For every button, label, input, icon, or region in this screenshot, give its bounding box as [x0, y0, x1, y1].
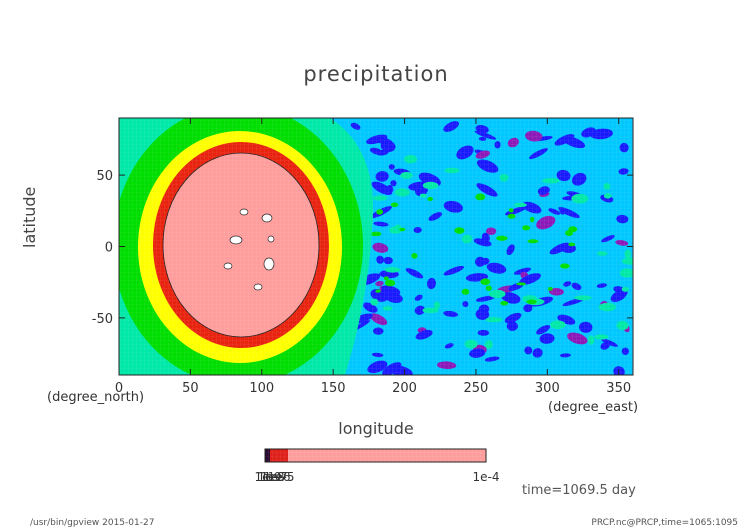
colorbar-tick-label-1: 1e-8 — [258, 470, 285, 484]
colorbar-tick-label-2: 1e-7 — [261, 470, 288, 484]
x-tick-label-4: 200 — [392, 381, 417, 396]
colorbar-tick-label-0: 1e-9 — [255, 470, 282, 484]
x-axis: 0 50 100 150 200 250 300 350 — [115, 118, 631, 396]
colorbar-ticks: 1e-91e-81e-71e-61e-5 1e-4 — [255, 470, 500, 484]
y-tick-label-0: -50 — [92, 312, 113, 327]
colorbar-tick-label-4: 1e-5 — [268, 470, 295, 484]
y-tick-label-2: 50 — [96, 169, 113, 184]
x-tick-label-3: 150 — [321, 381, 346, 396]
colorbar: 1e-91e-81e-71e-61e-5 1e-4 — [255, 448, 500, 484]
x-tick-label-6: 300 — [535, 381, 560, 396]
y-axis-units: (degree_north) — [47, 390, 145, 405]
x-tick-label-5: 250 — [464, 381, 489, 396]
x-axis-label: longitude — [338, 419, 414, 438]
x-tick-label-2: 100 — [249, 381, 274, 396]
y-axis: -50 0 50 — [92, 169, 633, 327]
x-tick-label-1: 50 — [182, 381, 199, 396]
footer-right: PRCP.nc@PRCP,time=1065:1095 — [591, 518, 738, 528]
x-tick-label-0: 0 — [115, 381, 123, 396]
time-annotation: time=1069.5 day — [522, 483, 636, 498]
grid-overlay — [119, 118, 633, 375]
footer-left: /usr/bin/gpview 2015-01-27 — [30, 518, 155, 528]
x-axis-units: (degree_east) — [548, 400, 639, 415]
colorbar-frame — [264, 448, 487, 463]
x-tick-label-7: 350 — [606, 381, 631, 396]
colorbar-tick-label-3: 1e-6 — [264, 470, 291, 484]
colorbar-tick-label-5: 1e-4 — [473, 470, 500, 484]
heatmap-field — [119, 118, 633, 375]
y-axis-label: latitude — [20, 186, 39, 248]
chart-title: precipitation — [303, 62, 449, 86]
y-tick-label-1: 0 — [105, 241, 113, 256]
colorbar-grid — [265, 449, 486, 462]
